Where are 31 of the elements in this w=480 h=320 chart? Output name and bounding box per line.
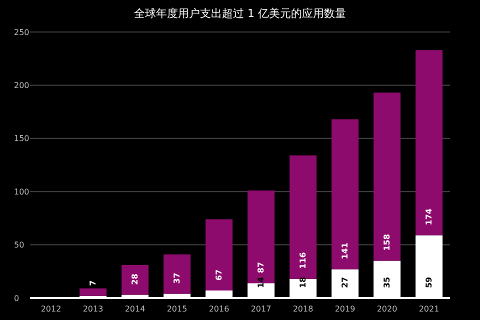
x-tick-label: 2012 (40, 304, 62, 314)
y-tick-label: 150 (14, 134, 30, 144)
x-tick-label: 2018 (292, 304, 314, 314)
y-tick-label: 0 (14, 294, 20, 303)
x-tick-label: 2014 (124, 304, 146, 314)
x-tick-label: 2015 (166, 304, 188, 314)
x-tick-label: 2020 (376, 304, 398, 314)
y-tick-label: 250 (14, 28, 30, 37)
data-label: 87 (256, 262, 266, 274)
x-tick-label: 2017 (250, 304, 272, 314)
data-label: 35 (382, 276, 392, 288)
chart-title: 全球年度用户支出超过 1 亿美元的应用数量 (133, 6, 347, 21)
data-label: 116 (298, 252, 308, 269)
x-tick-label: 2013 (82, 304, 104, 314)
x-tick-label: 2021 (418, 304, 440, 314)
data-label: 14 (256, 276, 266, 288)
x-tick-label: 2016 (208, 304, 230, 314)
data-label: 18 (298, 276, 308, 288)
data-label: 27 (340, 276, 350, 288)
data-label: 7 (88, 280, 98, 286)
y-tick-label: 50 (14, 240, 24, 250)
y-tick-label: 200 (14, 81, 30, 90)
data-label: 141 (340, 242, 350, 260)
y-tick-label: 100 (14, 187, 30, 196)
data-label: 158 (382, 234, 392, 251)
data-label: 59 (424, 276, 434, 288)
data-label: 28 (130, 273, 140, 285)
data-label: 37 (172, 272, 182, 284)
data-label: 67 (214, 269, 224, 281)
x-tick-label: 2019 (334, 304, 356, 314)
data-label: 174 (424, 208, 434, 226)
